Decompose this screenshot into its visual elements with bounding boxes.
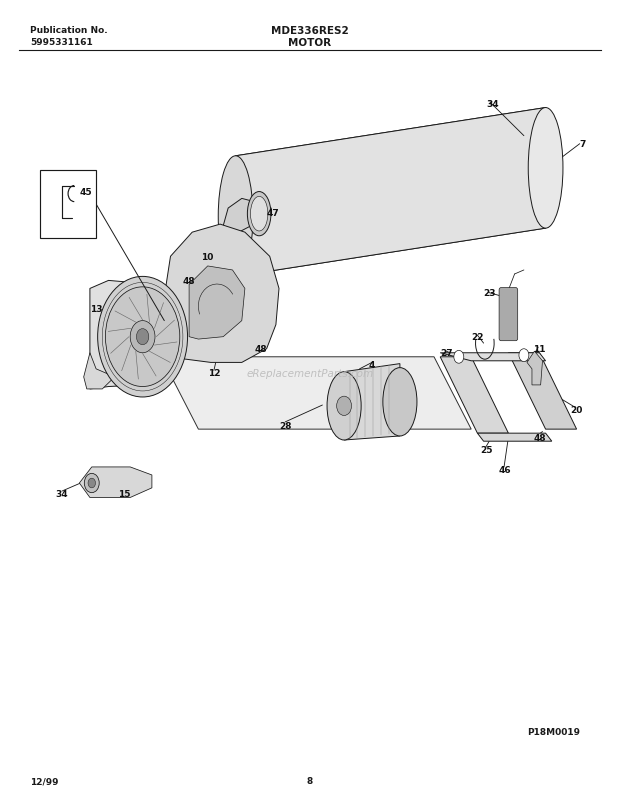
- Text: 8: 8: [307, 777, 313, 785]
- Text: MDE336RES2: MDE336RES2: [271, 26, 349, 35]
- Text: 15: 15: [118, 489, 130, 499]
- Text: 20: 20: [570, 405, 583, 414]
- Ellipse shape: [105, 287, 180, 387]
- Bar: [40, 171, 96, 239]
- Polygon shape: [90, 281, 177, 389]
- Text: 12/99: 12/99: [30, 777, 58, 785]
- Text: 47: 47: [267, 208, 279, 218]
- Polygon shape: [223, 199, 254, 233]
- Polygon shape: [84, 353, 115, 389]
- Polygon shape: [527, 352, 542, 385]
- Text: 4: 4: [369, 361, 375, 370]
- Polygon shape: [440, 353, 546, 361]
- Polygon shape: [164, 225, 279, 363]
- FancyBboxPatch shape: [499, 288, 518, 341]
- Polygon shape: [508, 353, 577, 430]
- Text: 27: 27: [440, 349, 453, 358]
- Text: 45: 45: [79, 188, 92, 198]
- Circle shape: [130, 321, 155, 353]
- Ellipse shape: [250, 198, 268, 232]
- Polygon shape: [344, 365, 400, 440]
- Text: 10: 10: [202, 252, 214, 262]
- Polygon shape: [477, 434, 552, 442]
- Text: 48: 48: [254, 344, 267, 354]
- Ellipse shape: [247, 193, 271, 237]
- Polygon shape: [161, 357, 471, 430]
- Text: eReplacementParts.com: eReplacementParts.com: [246, 369, 374, 378]
- Text: 7: 7: [580, 140, 586, 149]
- Text: 46: 46: [499, 465, 511, 475]
- Circle shape: [136, 329, 149, 345]
- Text: 48: 48: [533, 433, 546, 442]
- Text: 13: 13: [90, 304, 102, 314]
- Polygon shape: [189, 267, 245, 340]
- Text: 25: 25: [480, 445, 493, 454]
- Text: 11: 11: [533, 344, 546, 354]
- Text: Publication No.: Publication No.: [30, 26, 107, 35]
- Text: 34: 34: [56, 489, 68, 499]
- Ellipse shape: [218, 157, 253, 277]
- Ellipse shape: [98, 277, 187, 397]
- Text: 22: 22: [471, 332, 484, 342]
- Text: 48: 48: [183, 276, 195, 286]
- Text: 23: 23: [484, 288, 496, 298]
- Ellipse shape: [528, 108, 563, 229]
- Circle shape: [337, 397, 352, 416]
- Text: MOTOR: MOTOR: [288, 38, 332, 47]
- Text: 28: 28: [279, 421, 291, 430]
- Circle shape: [454, 351, 464, 364]
- Circle shape: [519, 349, 529, 362]
- Polygon shape: [79, 467, 152, 498]
- Circle shape: [88, 479, 95, 488]
- Ellipse shape: [327, 373, 361, 441]
- Text: 12: 12: [208, 369, 220, 378]
- Polygon shape: [440, 357, 508, 434]
- Circle shape: [84, 474, 99, 493]
- Ellipse shape: [383, 368, 417, 437]
- Text: 34: 34: [487, 100, 499, 109]
- Text: 5995331161: 5995331161: [30, 38, 92, 47]
- Polygon shape: [236, 108, 563, 277]
- Text: P18M0019: P18M0019: [527, 728, 580, 736]
